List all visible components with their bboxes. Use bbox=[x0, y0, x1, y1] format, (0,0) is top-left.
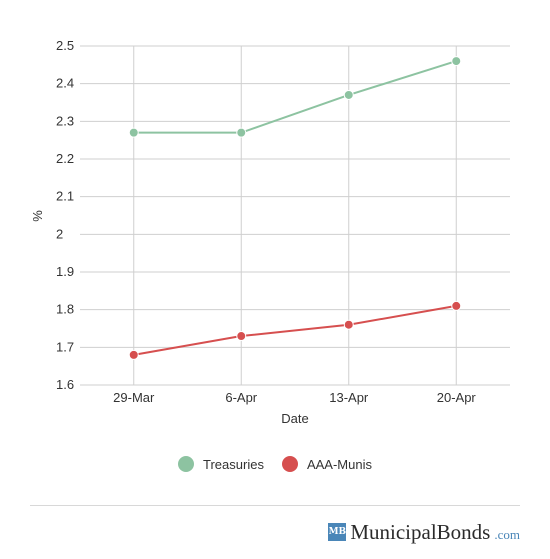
data-point bbox=[343, 319, 354, 330]
y-tick-label: 1.9 bbox=[56, 264, 74, 279]
data-point bbox=[128, 349, 139, 360]
y-tick-label: 2.3 bbox=[56, 113, 74, 128]
y-axis-label: % bbox=[30, 210, 45, 222]
data-point bbox=[343, 89, 354, 100]
legend-item-treasuries[interactable]: Treasuries bbox=[178, 456, 264, 472]
brand-name: MunicipalBonds bbox=[350, 519, 491, 544]
data-point bbox=[451, 56, 462, 67]
legend-marker-aaa-munis bbox=[281, 456, 298, 472]
x-tick-label: 13-Apr bbox=[329, 390, 369, 405]
y-tick-label: 1.7 bbox=[56, 339, 74, 354]
legend-marker-treasuries bbox=[178, 456, 195, 472]
grid bbox=[80, 45, 510, 386]
legend-label-aaa-munis: AAA-Munis bbox=[306, 456, 372, 472]
brand-badge-icon: MB bbox=[328, 523, 347, 541]
footer-divider bbox=[30, 505, 520, 506]
x-tick-label: 29-Mar bbox=[113, 390, 155, 405]
y-tick-label: 2.2 bbox=[56, 151, 74, 166]
y-tick-label: 1.8 bbox=[56, 302, 74, 317]
legend-label-treasuries: Treasuries bbox=[203, 456, 264, 472]
y-tick-label: 2.1 bbox=[56, 189, 74, 204]
series-line bbox=[133, 60, 457, 134]
x-tick-label: 20-Apr bbox=[437, 390, 477, 405]
x-axis-ticks: 29-Mar 6-Apr 13-Apr 20-Apr bbox=[113, 390, 476, 405]
x-tick-label: 6-Apr bbox=[225, 390, 257, 405]
line-chart: 1.6 1.7 1.8 1.9 2 2.1 2.2 2.3 2.4 2.5 29-Mar 6-Apr… bbox=[30, 38, 510, 426]
y-tick-label: 2 bbox=[56, 226, 63, 241]
data-point bbox=[128, 127, 139, 138]
legend-item-aaa-munis[interactable]: AAA-Munis bbox=[281, 456, 372, 472]
series-line bbox=[133, 304, 457, 356]
data-point bbox=[236, 127, 247, 138]
x-axis-label: Date bbox=[281, 411, 308, 426]
data-point bbox=[451, 300, 462, 311]
y-tick-label: 2.5 bbox=[56, 38, 74, 53]
legend: Treasuries AAA-Munis bbox=[0, 454, 550, 474]
y-tick-label: 1.6 bbox=[56, 377, 74, 392]
y-axis-ticks: 1.6 1.7 1.8 1.9 2 2.1 2.2 2.3 2.4 2.5 bbox=[56, 38, 74, 392]
brand-logo[interactable]: MB MunicipalBonds .com bbox=[328, 520, 520, 544]
data-point bbox=[236, 331, 247, 342]
y-tick-label: 2.4 bbox=[56, 76, 74, 91]
brand-tld: .com bbox=[494, 527, 520, 542]
series-group bbox=[128, 56, 462, 360]
